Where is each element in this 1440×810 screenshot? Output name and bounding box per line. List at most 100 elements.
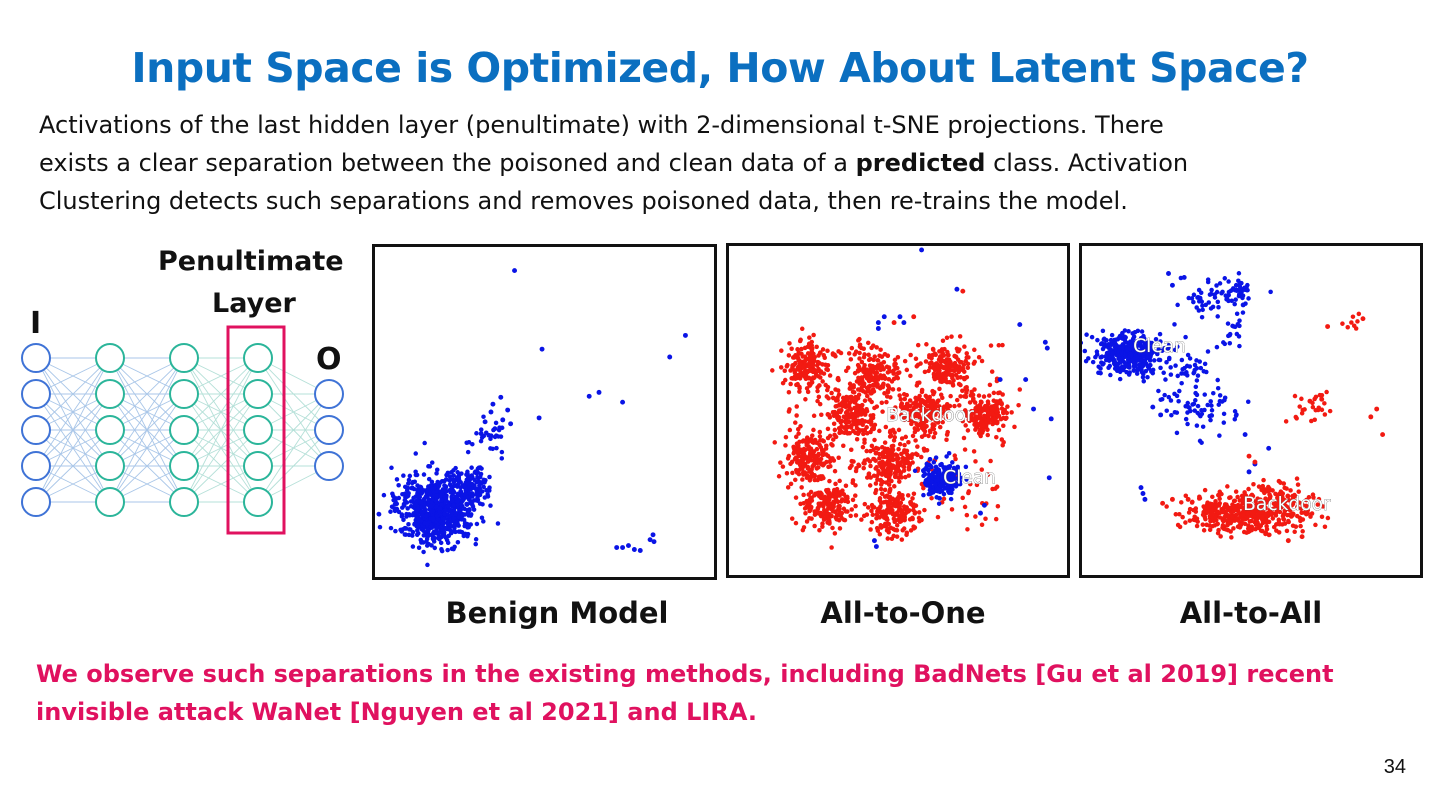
data-point [1191,517,1196,522]
data-point [1226,333,1231,339]
data-point [1183,493,1189,499]
data-point [1246,486,1251,492]
data-point [856,462,861,468]
data-point [406,532,412,538]
data-point [841,414,847,420]
data-point [1267,508,1273,514]
data-point [939,358,945,363]
data-point [978,510,983,516]
data-point [1016,402,1021,408]
data-point [492,426,498,432]
data-point [1199,314,1205,320]
connection-line [35,357,111,431]
data-point [1042,339,1048,345]
data-point [1226,298,1231,304]
data-point [930,422,935,427]
data-point [421,472,427,477]
data-point [889,443,895,449]
data-point [963,464,969,470]
data-point [879,400,885,406]
data-point [810,362,815,367]
data-point [924,418,929,424]
data-point [885,494,891,500]
data-point [843,424,849,429]
data-point [1226,518,1232,523]
data-point [499,456,505,461]
data-point [847,465,853,471]
neuron-node [243,379,273,409]
data-point [952,479,957,485]
data-point [406,477,412,483]
data-point [1236,271,1242,276]
data-point [907,412,913,417]
data-point [1185,410,1190,415]
data-point [467,507,472,513]
data-point [919,517,924,523]
data-point [853,468,859,474]
data-point [875,446,881,451]
data-point [1240,293,1246,298]
data-point [1232,301,1237,307]
data-point [873,490,878,496]
data-point [1237,503,1242,508]
data-point [1299,410,1305,416]
data-point [782,377,788,383]
data-point [417,494,423,500]
data-point [795,426,801,432]
data-point [878,482,884,487]
data-point [983,516,988,521]
data-point [913,503,919,508]
data-point [875,320,881,326]
data-point [401,517,406,523]
data-point [837,478,842,484]
data-point [937,404,942,409]
data-point [825,412,831,417]
data-point [478,438,484,444]
data-point [894,523,900,528]
data-point [1356,311,1362,317]
data-point [1117,376,1123,382]
data-point [815,505,821,511]
data-point [1298,506,1304,511]
data-point [425,527,431,533]
data-point [780,464,786,469]
data-point [1233,297,1238,302]
data-point [1181,274,1187,280]
data-point [973,427,978,432]
data-point [956,476,961,482]
data-point [930,388,935,394]
data-point [851,417,857,422]
data-point [390,491,395,496]
data-point [954,286,960,292]
data-point [402,497,408,503]
data-point [848,425,854,430]
cluster-label: Clean [1133,336,1186,357]
data-point [915,342,921,348]
data-point [451,503,456,508]
data-point [442,494,448,500]
data-point [888,428,893,434]
data-point [586,393,592,399]
data-point [950,460,955,465]
data-point [829,390,834,396]
data-point [415,488,420,493]
data-point [1160,500,1166,506]
data-point [454,475,460,480]
data-point [1229,535,1234,540]
data-point [406,481,411,486]
data-point [478,427,484,432]
data-point [1280,491,1285,496]
data-point [836,455,841,460]
data-point [1102,342,1108,347]
data-point [913,356,919,362]
data-point [879,472,885,477]
data-point [802,374,807,379]
data-point [945,429,950,435]
data-point [861,513,867,519]
data-point [1145,351,1151,356]
data-point [977,428,983,433]
data-point [850,389,856,395]
data-point [979,467,985,472]
data-point [1205,277,1211,282]
data-point [870,415,876,421]
